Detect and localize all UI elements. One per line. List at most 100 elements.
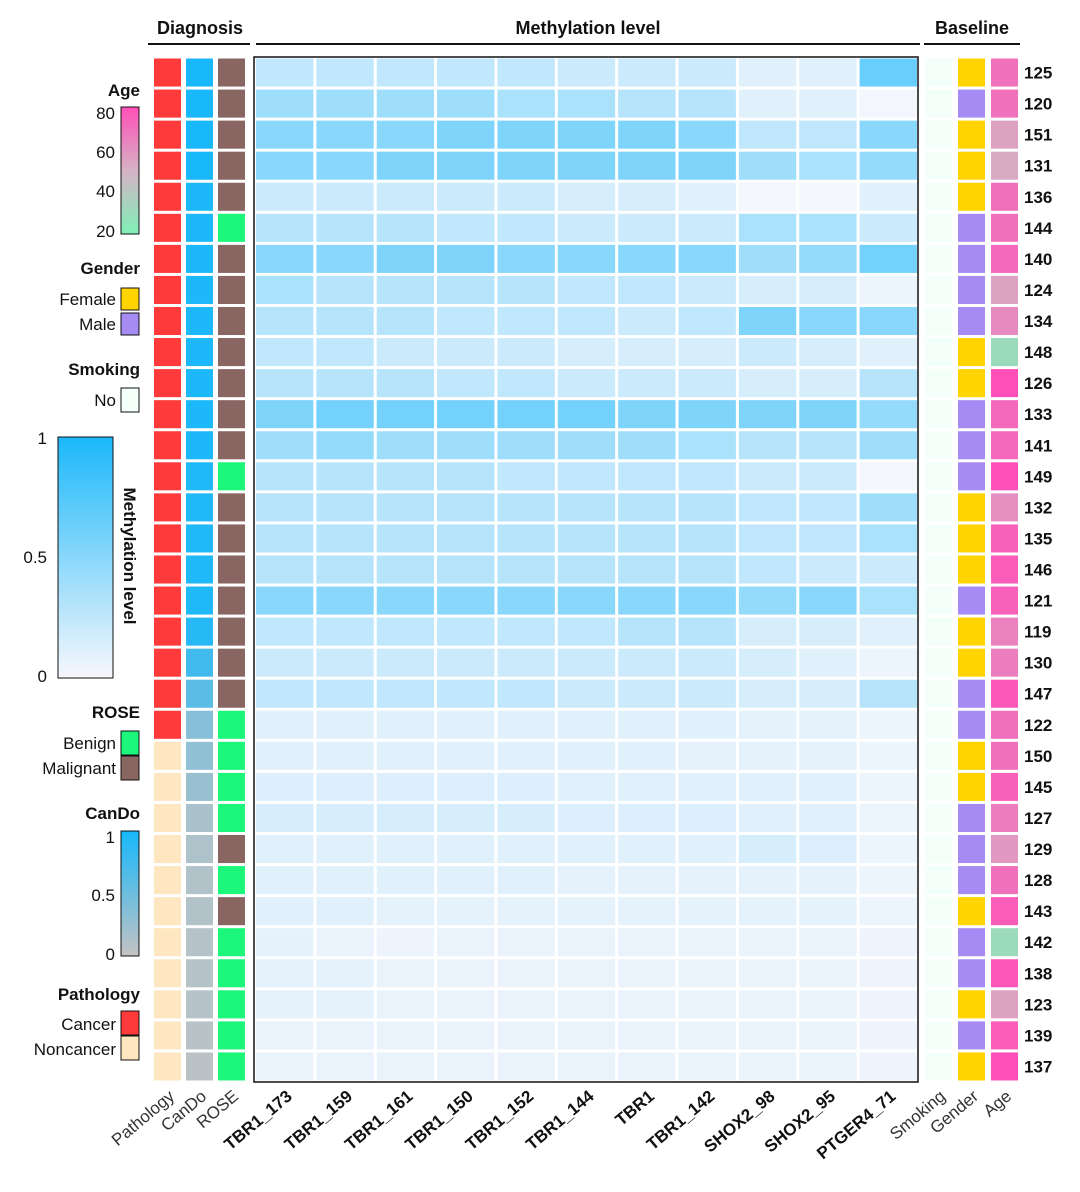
heat-cell-151-TBR1_142 [678, 120, 736, 149]
heat-cell-134-TBR1_142 [678, 306, 736, 336]
heat-cell-146-TBR1_159 [316, 555, 374, 584]
pathology-cell-138 [154, 959, 181, 988]
smoking-cell-121 [925, 586, 952, 615]
heat-cell-132-TBR1_152 [497, 493, 555, 522]
heat-cell-146-TBR1_144 [557, 555, 616, 584]
cando-cell-119 [186, 617, 213, 646]
heat-cell-138-TBR1_173 [256, 959, 314, 988]
row-label-140: 140 [1024, 250, 1052, 269]
heat-cell-143-TBR1_144 [557, 897, 616, 926]
rose-cell-119 [218, 617, 245, 646]
heat-cell-144-TBR1_161 [376, 213, 435, 242]
pathology-cell-137 [154, 1052, 181, 1081]
cando-cell-140 [186, 244, 213, 273]
heat-cell-137-TBR1_161 [376, 1052, 435, 1081]
legend-age-tick-20: 20 [96, 222, 115, 241]
legend-age-title: Age [108, 81, 140, 100]
heat-cell-134-SHOX2_95 [799, 306, 857, 336]
heat-cell-133-TBR1 [618, 400, 676, 429]
heat-cell-125-TBR1_142 [678, 58, 736, 87]
heat-cell-131-TBR1_150 [437, 151, 495, 180]
smoking-cell-133 [925, 400, 952, 429]
heat-cell-148-TBR1_142 [678, 338, 736, 367]
legend-rose-benign-label: Benign [63, 734, 116, 753]
heat-cell-126-TBR1_150 [437, 369, 495, 398]
row-label-125: 125 [1024, 64, 1052, 83]
heat-cell-122-TBR1_144 [557, 710, 616, 739]
cando-cell-137 [186, 1052, 213, 1081]
smoking-cell-120 [925, 89, 952, 118]
gender-cell-144 [958, 213, 985, 242]
heat-cell-123-TBR1_161 [376, 990, 435, 1019]
heat-cell-151-TBR1_161 [376, 120, 435, 149]
heat-cell-129-TBR1_142 [678, 835, 736, 864]
pathology-cell-124 [154, 275, 181, 304]
pathology-cell-130 [154, 648, 181, 677]
heat-cell-141-PTGER4_71 [859, 431, 917, 460]
heat-cell-136-PTGER4_71 [859, 182, 917, 211]
heat-cell-141-TBR1_144 [557, 431, 616, 460]
heat-cell-125-TBR1_150 [437, 58, 495, 87]
heat-cell-135-SHOX2_95 [799, 524, 857, 553]
age-cell-132 [991, 493, 1018, 522]
heat-cell-129-TBR1_159 [316, 835, 374, 864]
heat-cell-138-PTGER4_71 [859, 959, 917, 988]
pathology-cell-146 [154, 555, 181, 584]
heat-cell-150-TBR1_144 [557, 741, 616, 770]
heat-cell-139-TBR1_144 [557, 1021, 616, 1050]
age-cell-127 [991, 803, 1018, 832]
cando-cell-135 [186, 524, 213, 553]
row-label-139: 139 [1024, 1026, 1052, 1045]
heat-cell-145-TBR1_159 [316, 772, 374, 801]
gender-cell-130 [958, 648, 985, 677]
heat-cell-122-TBR1_152 [497, 710, 555, 739]
row-label-135: 135 [1024, 529, 1052, 548]
age-cell-137 [991, 1052, 1018, 1081]
age-cell-148 [991, 338, 1018, 367]
gender-cell-146 [958, 555, 985, 584]
heat-cell-132-TBR1_161 [376, 493, 435, 522]
heat-cell-121-PTGER4_71 [859, 586, 917, 615]
heat-cell-124-SHOX2_98 [738, 275, 797, 304]
heat-cell-140-SHOX2_95 [799, 244, 857, 273]
heat-cell-140-TBR1_152 [497, 244, 555, 273]
heat-cell-123-TBR1_144 [557, 990, 616, 1019]
cando-cell-143 [186, 897, 213, 926]
heat-cell-131-TBR1_152 [497, 151, 555, 180]
heat-cell-130-TBR1 [618, 648, 676, 677]
heat-cell-132-SHOX2_95 [799, 493, 857, 522]
heat-cell-127-TBR1_161 [376, 803, 435, 832]
heat-cell-132-TBR1 [618, 493, 676, 522]
heat-cell-148-PTGER4_71 [859, 338, 917, 367]
heat-cell-150-SHOX2_98 [738, 741, 797, 770]
legend-methylation-colorbar [57, 436, 114, 679]
heat-cell-137-TBR1 [618, 1052, 676, 1081]
heat-cell-123-TBR1_173 [256, 990, 314, 1019]
heat-cell-147-SHOX2_98 [738, 679, 797, 708]
heat-cell-127-SHOX2_98 [738, 803, 797, 832]
smoking-cell-146 [925, 555, 952, 584]
heat-cell-126-TBR1_173 [256, 369, 314, 398]
heat-cell-135-TBR1_161 [376, 524, 435, 553]
heat-cell-130-TBR1_144 [557, 648, 616, 677]
cando-cell-149 [186, 462, 213, 491]
row-label-130: 130 [1024, 654, 1052, 673]
heat-cell-147-TBR1_161 [376, 679, 435, 708]
heat-cell-142-TBR1_142 [678, 928, 736, 957]
heat-cell-129-SHOX2_98 [738, 835, 797, 864]
heat-cell-120-SHOX2_95 [799, 89, 857, 118]
heat-cell-135-PTGER4_71 [859, 524, 917, 553]
cando-cell-120 [186, 89, 213, 118]
smoking-cell-119 [925, 617, 952, 646]
heat-cell-151-TBR1_144 [557, 120, 616, 149]
heat-cell-144-TBR1_152 [497, 213, 555, 242]
heat-cell-138-TBR1 [618, 959, 676, 988]
heat-cell-145-TBR1_144 [557, 772, 616, 801]
smoking-cell-148 [925, 338, 952, 367]
age-cell-147 [991, 679, 1018, 708]
heat-cell-126-SHOX2_98 [738, 369, 797, 398]
heat-cell-149-TBR1_150 [437, 462, 495, 491]
heat-cell-140-SHOX2_98 [738, 244, 797, 273]
gender-cell-132 [958, 493, 985, 522]
age-cell-120 [991, 89, 1018, 118]
